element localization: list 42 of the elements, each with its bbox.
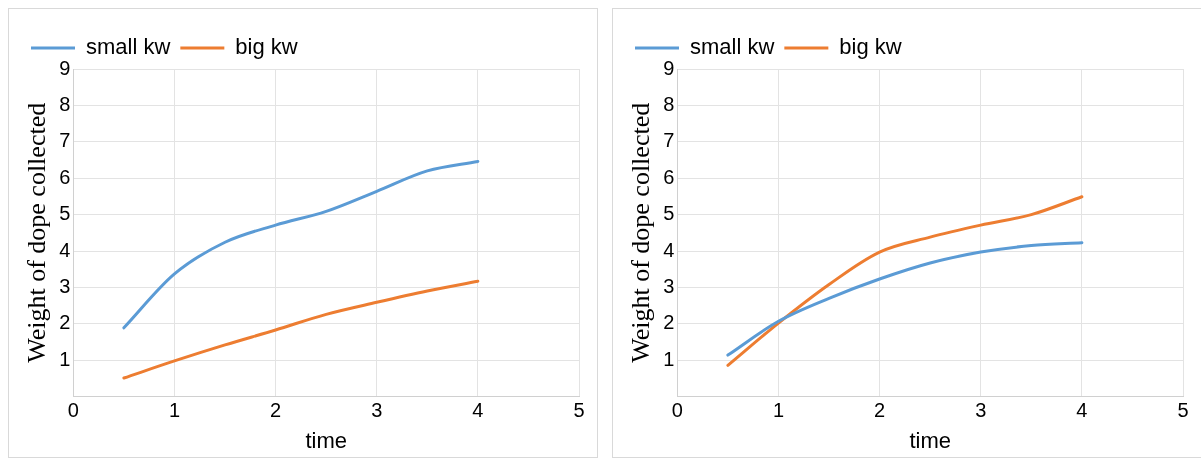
y-tick-label: 1 [663, 347, 675, 370]
y-tick-label: 9 [59, 56, 71, 79]
line-series [122, 159, 480, 330]
x-tick-label: 1 [168, 399, 181, 422]
x-axis-title: time [909, 427, 951, 453]
y-axis-title: Weight of dope collected [626, 102, 656, 363]
y-tick-label: 5 [59, 202, 71, 225]
x-tick-label: 0 [671, 399, 683, 422]
y-tick-label: 6 [663, 165, 675, 188]
x-tick-label: 0 [67, 399, 79, 422]
legend-label: big kw [235, 34, 298, 60]
x-tick-label: 5 [573, 399, 585, 422]
legend-label: big kw [839, 34, 902, 60]
y-tick-label: 7 [59, 129, 71, 152]
y-tick-label: 9 [663, 56, 675, 79]
x-tick-label: 4 [472, 399, 484, 422]
y-tick-label: 1 [59, 347, 71, 370]
y-tick-label: 4 [59, 238, 71, 261]
x-tick-label: 5 [1177, 399, 1189, 422]
y-tick-label: 6 [59, 165, 71, 188]
y-axis-title: Weight of dope collected [22, 102, 52, 363]
y-tick-label: 3 [59, 274, 71, 297]
y-tick-label: 3 [663, 274, 675, 297]
x-tick-label: 3 [975, 399, 987, 422]
legend-label: small kw [690, 34, 775, 60]
x-tick-label: 2 [874, 399, 886, 422]
legend-label: small kw [86, 34, 171, 60]
x-tick-label: 1 [772, 399, 785, 422]
y-tick-label: 8 [59, 92, 71, 115]
x-tick-label: 2 [270, 399, 282, 422]
y-tick-label: 7 [663, 129, 675, 152]
line-series [726, 241, 1084, 357]
x-tick-label: 4 [1076, 399, 1088, 422]
x-tick-label: 3 [371, 399, 383, 422]
y-tick-label: 2 [59, 311, 71, 334]
line-series [726, 195, 1084, 367]
y-tick-label: 4 [663, 238, 675, 261]
line-series [122, 279, 480, 380]
y-tick-label: 8 [663, 92, 675, 115]
y-tick-label: 2 [663, 311, 675, 334]
x-axis-title: time [305, 427, 347, 453]
y-tick-label: 5 [663, 202, 675, 225]
